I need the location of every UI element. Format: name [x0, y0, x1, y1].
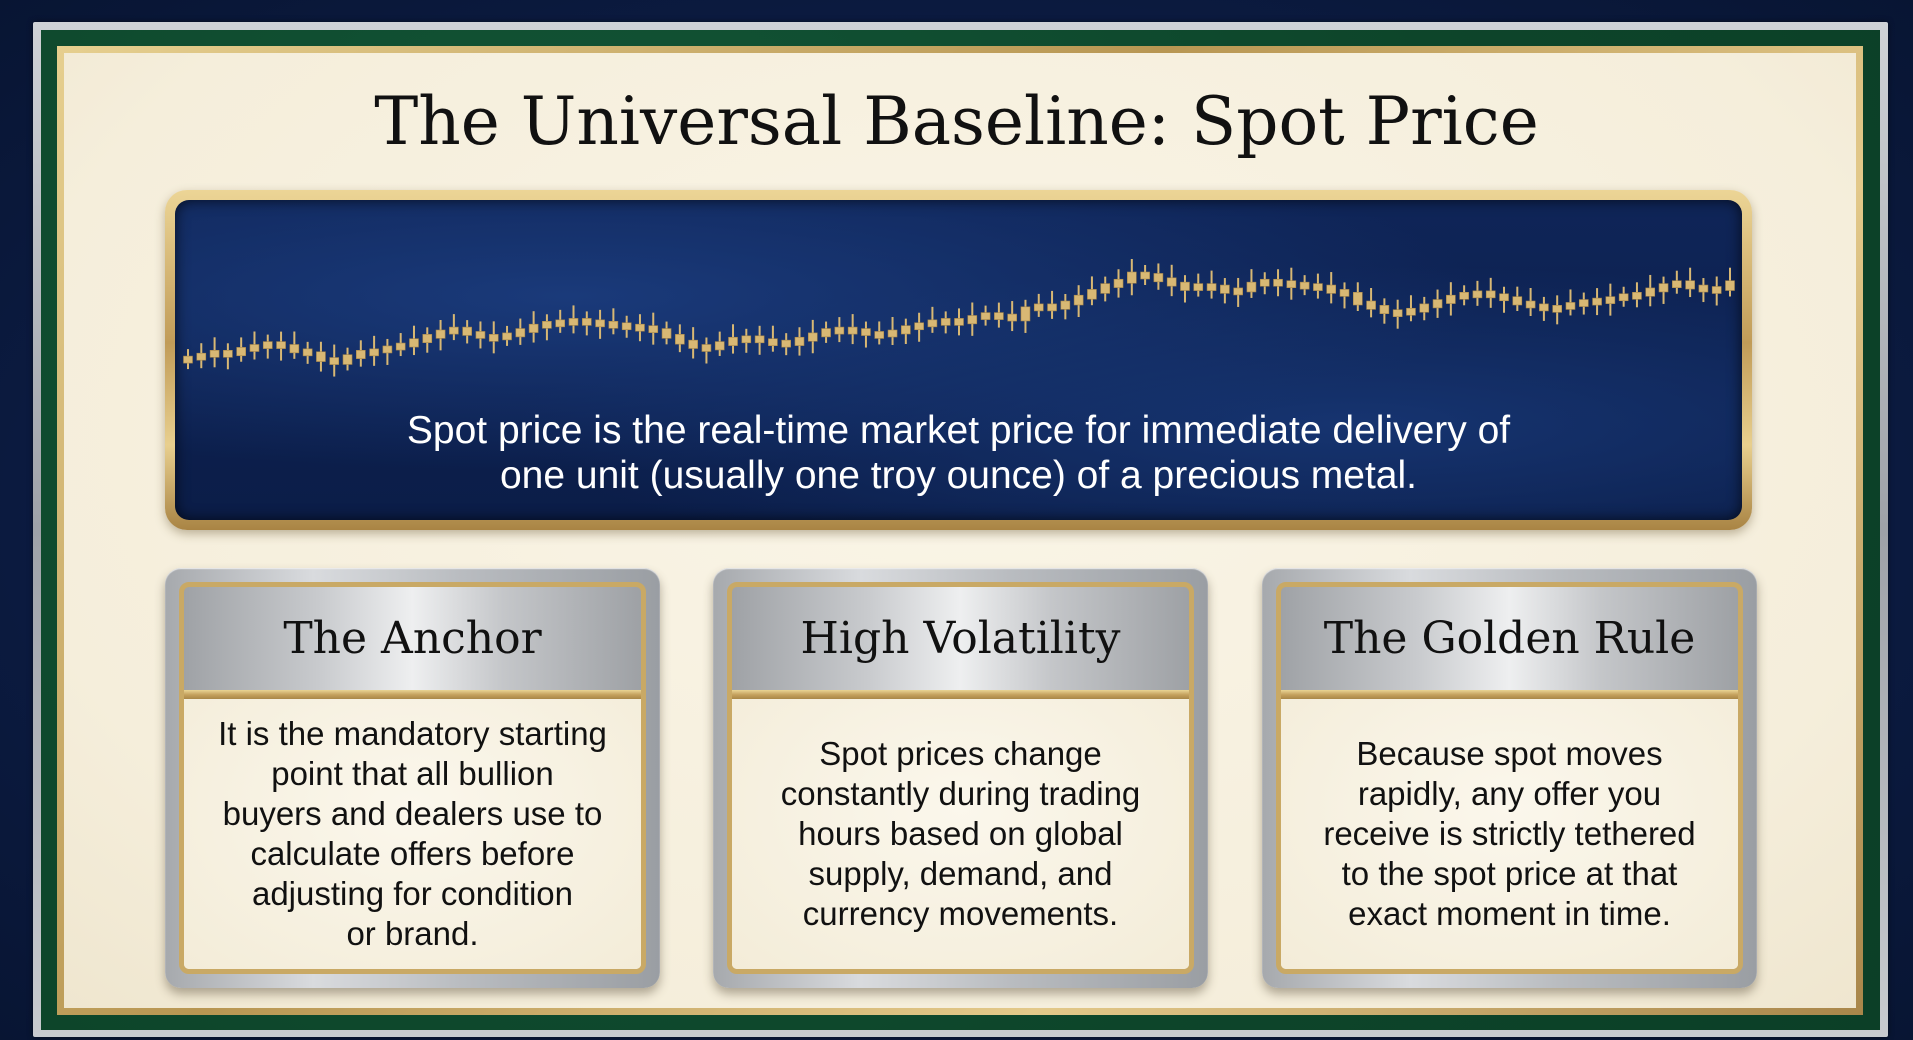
card-text-line: hours based on global [798, 815, 1123, 852]
card-text-line: receive is strictly tethered [1323, 815, 1696, 852]
card-title: The Golden Rule [1281, 587, 1738, 690]
card-text-line: calculate offers before [250, 835, 575, 872]
card-text-line: supply, demand, and [808, 855, 1113, 892]
card-inner: The Golden Rule Because spot moves rapid… [1276, 582, 1743, 974]
card-inner: High Volatility Spot prices change const… [727, 582, 1194, 974]
spot-price-definition: Spot price is the real-time market price… [175, 408, 1742, 498]
spot-price-panel-inner: Spot price is the real-time market price… [175, 200, 1742, 520]
card-divider [184, 690, 641, 699]
card-body: Spot prices change constantly during tra… [732, 699, 1189, 969]
card-title: The Anchor [184, 587, 641, 690]
card-text-line: or brand. [346, 915, 479, 952]
card-text-line: adjusting for condition [251, 875, 574, 912]
card-text-line: Because spot moves [1356, 735, 1663, 772]
definition-line: Spot price is the real-time market price… [406, 409, 1511, 452]
card-the-anchor: The Anchor It is the mandatory starting … [165, 568, 660, 988]
card-divider [732, 690, 1189, 699]
card-text-line: exact moment in time. [1348, 895, 1671, 932]
definition-line: one unit (usually one troy ounce) of a p… [499, 454, 1417, 497]
card-body: Because spot moves rapidly, any offer yo… [1281, 699, 1738, 969]
card-body: It is the mandatory starting point that … [184, 699, 641, 969]
card-divider [1281, 690, 1738, 699]
card-text-line: constantly during trading [780, 775, 1141, 812]
card-text-line: currency movements. [802, 895, 1119, 932]
card-title: High Volatility [732, 587, 1189, 690]
page-title: The Universal Baseline: Spot Price [374, 83, 1539, 160]
card-high-volatility: High Volatility Spot prices change const… [713, 568, 1208, 988]
card-text-line: It is the mandatory starting [218, 715, 607, 752]
card-text-line: rapidly, any offer you [1357, 775, 1662, 812]
candlestick-chart [183, 259, 1735, 377]
card-the-golden-rule: The Golden Rule Because spot moves rapid… [1262, 568, 1757, 988]
card-text-line: point that all bullion [271, 755, 554, 792]
card-text-line: buyers and dealers use to [222, 795, 603, 832]
card-inner: The Anchor It is the mandatory starting … [179, 582, 646, 974]
card-text-line: Spot prices change [819, 735, 1102, 772]
card-text-line: to the spot price at that [1341, 855, 1678, 892]
spot-price-panel: Spot price is the real-time market price… [165, 190, 1752, 530]
